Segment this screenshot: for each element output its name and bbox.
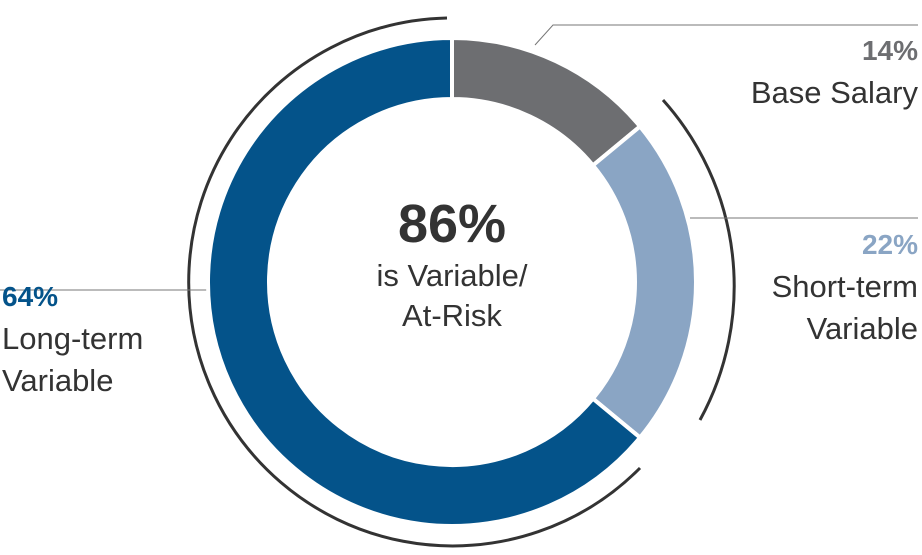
legend-label: Long-term Variable bbox=[2, 321, 144, 398]
slice-label: 14% Base Salary bbox=[658, 30, 918, 114]
leader-line bbox=[534, 24, 918, 46]
value-label: 64% bbox=[2, 281, 59, 312]
slice-label: 64% Long-term Variable bbox=[2, 276, 192, 402]
center-text: is Variable/ At-Risk bbox=[376, 258, 528, 333]
group-arc bbox=[661, 98, 736, 421]
center-value: 86% bbox=[397, 194, 507, 254]
group-arc bbox=[187, 16, 642, 548]
slice bbox=[450, 35, 643, 169]
slice bbox=[206, 35, 643, 528]
slice-label: 22% Short-term Variable bbox=[718, 224, 918, 350]
value-label: 14% bbox=[861, 35, 918, 66]
center-label: 86% is Variable/ At-Risk bbox=[342, 192, 562, 336]
slice bbox=[590, 123, 698, 441]
legend-label: Base Salary bbox=[750, 75, 918, 110]
legend-label: Short-term Variable bbox=[771, 269, 918, 346]
value-label: 22% bbox=[861, 229, 918, 260]
